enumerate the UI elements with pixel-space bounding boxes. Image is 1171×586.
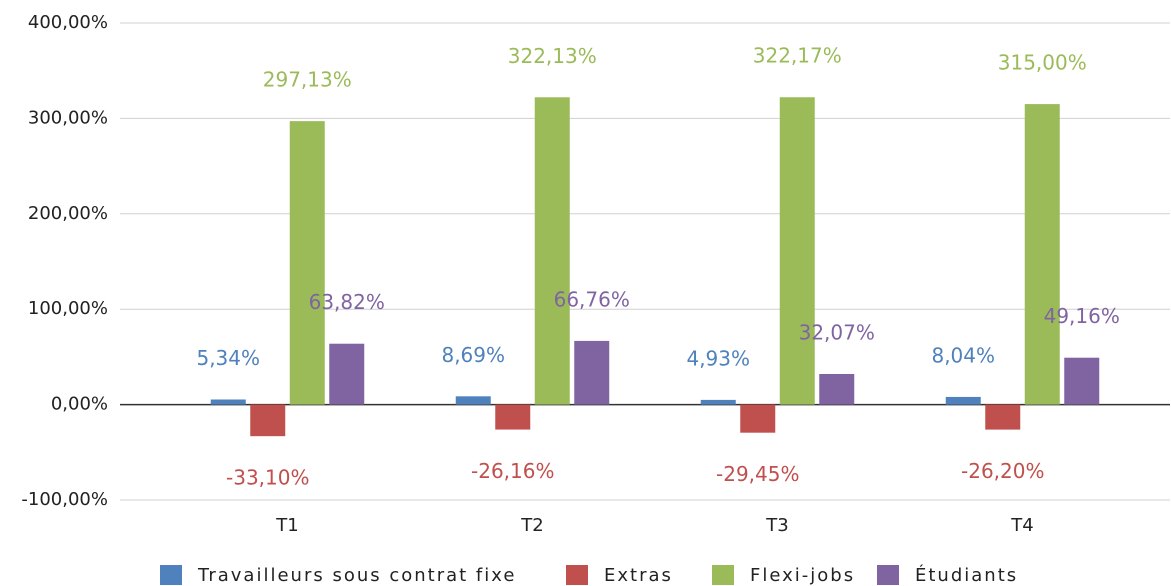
data-label: 8,04% bbox=[931, 343, 995, 367]
bar bbox=[495, 404, 531, 430]
x-tick-label: T2 bbox=[520, 515, 543, 536]
data-label: 4,93% bbox=[686, 346, 750, 370]
bar bbox=[819, 374, 855, 405]
y-tick-label: 0,00% bbox=[51, 394, 108, 415]
data-label: -26,16% bbox=[471, 459, 554, 483]
bar bbox=[534, 97, 570, 405]
bar bbox=[945, 396, 981, 405]
legend-label: Extras bbox=[604, 565, 673, 586]
bar bbox=[210, 399, 246, 405]
x-tick-label: T3 bbox=[765, 515, 788, 536]
bar bbox=[700, 399, 736, 405]
bar bbox=[740, 404, 776, 433]
legend-swatch bbox=[566, 565, 588, 585]
bar bbox=[985, 404, 1021, 430]
data-label: 32,07% bbox=[799, 321, 875, 345]
legend-swatch bbox=[160, 565, 182, 585]
data-label: -33,10% bbox=[226, 466, 309, 490]
data-label: -29,45% bbox=[716, 462, 799, 486]
data-label: -26,20% bbox=[961, 459, 1044, 483]
y-tick-label: 100,00% bbox=[28, 298, 108, 319]
bar bbox=[250, 404, 286, 437]
x-tick-label: T4 bbox=[1010, 515, 1033, 536]
data-label: 49,16% bbox=[1044, 304, 1120, 328]
bar bbox=[329, 343, 365, 405]
bar bbox=[779, 97, 815, 405]
data-label: 297,13% bbox=[263, 68, 352, 92]
data-label: 66,76% bbox=[554, 287, 630, 311]
data-label: 5,34% bbox=[196, 346, 260, 370]
data-label: 322,13% bbox=[508, 44, 597, 68]
bar bbox=[574, 340, 610, 405]
legend-label: Étudiants bbox=[915, 564, 1018, 586]
data-label: 8,69% bbox=[441, 343, 505, 367]
bar bbox=[1064, 357, 1100, 405]
x-tick-label: T1 bbox=[275, 515, 298, 536]
data-label: 315,00% bbox=[998, 51, 1087, 75]
bar bbox=[289, 121, 325, 405]
y-tick-label: 300,00% bbox=[28, 107, 108, 128]
y-tick-label: -100,00% bbox=[21, 489, 108, 510]
data-label: 322,17% bbox=[753, 44, 842, 68]
legend-swatch bbox=[712, 565, 734, 585]
legend-swatch bbox=[877, 565, 899, 585]
y-tick-label: 200,00% bbox=[28, 203, 108, 224]
y-tick-label: 400,00% bbox=[28, 12, 108, 33]
bar bbox=[1024, 104, 1060, 405]
bar bbox=[455, 396, 491, 405]
legend-label: Travailleurs sous contrat fixe bbox=[197, 565, 516, 586]
legend-label: Flexi-jobs bbox=[750, 565, 855, 586]
data-label: 63,82% bbox=[309, 290, 385, 314]
